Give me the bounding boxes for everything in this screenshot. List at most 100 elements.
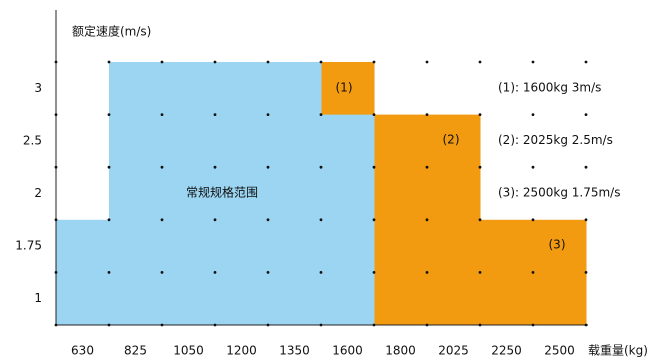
grid-dot (372, 113, 376, 116)
x-tick-label: 1350 (279, 344, 310, 358)
grid-dot (54, 271, 58, 274)
grid-dot (372, 218, 376, 222)
grid-dot (266, 113, 270, 116)
x-axis-label: 载重量(kg) (588, 344, 648, 358)
note: (2): 2025kg 2.5m/s (498, 133, 613, 147)
grid-dot (266, 165, 270, 169)
grid-dot (266, 323, 270, 327)
grid-dot (425, 323, 429, 327)
grid-dot (160, 60, 164, 64)
grid-dot (107, 271, 111, 274)
region-column (427, 114, 481, 325)
grid-dot (425, 218, 429, 222)
grid-dot (584, 218, 588, 222)
grid-dot (213, 165, 217, 169)
grid-dot (425, 165, 429, 169)
grid-dot (319, 323, 323, 327)
grid-dot (531, 165, 535, 169)
grid-dot (107, 165, 111, 169)
region-label: 常规规格范围 (186, 185, 258, 200)
grid-dot (160, 271, 164, 274)
grid-dot (531, 218, 535, 222)
grid-dot (372, 60, 376, 64)
grid-dot (54, 60, 58, 64)
grid-dot (107, 113, 111, 116)
region-marker: (3) (549, 238, 566, 252)
grid-dot (372, 165, 376, 169)
grid-dot (478, 323, 482, 327)
grid-dot (107, 323, 111, 327)
region-column (109, 62, 163, 325)
grid-dot (425, 113, 429, 116)
x-tick-label: 1800 (385, 344, 416, 358)
grid-dot (54, 323, 58, 327)
grid-dot (160, 218, 164, 222)
region-column (215, 62, 269, 325)
note: (1): 1600kg 3m/s (498, 81, 601, 95)
grid-dot (425, 271, 429, 274)
grid-dot (531, 113, 535, 116)
grid-dot (160, 113, 164, 116)
grid-dot (584, 113, 588, 116)
region-column (374, 114, 428, 325)
x-tick-label: 1600 (332, 344, 363, 358)
y-tick-label: 1.75 (15, 239, 42, 253)
region-column (268, 62, 322, 325)
y-tick-label: 2 (34, 186, 42, 200)
grid-dot (372, 323, 376, 327)
region-marker: (1) (336, 81, 353, 95)
x-tick-label: 2250 (491, 344, 522, 358)
grid-dot (266, 60, 270, 64)
y-tick-label: 2.5 (23, 133, 42, 147)
grid-dot (213, 218, 217, 222)
x-tick-label: 2025 (438, 344, 469, 358)
grid-dot (478, 113, 482, 116)
grid-dot (531, 271, 535, 274)
grid-dot (213, 60, 217, 64)
x-tick-label: 2500 (544, 344, 575, 358)
grid-dot (213, 113, 217, 116)
region-column (533, 219, 587, 325)
note: (3): 2500kg 1.75m/s (498, 186, 620, 200)
region-column (321, 114, 375, 325)
grid-dot (584, 165, 588, 169)
region-marker: (2) (443, 133, 460, 147)
grid-dot (319, 113, 323, 116)
grid-dot (478, 165, 482, 169)
grid-dot (584, 60, 588, 64)
grid-dot (54, 218, 58, 222)
grid-dot (478, 60, 482, 64)
grid-dot (266, 271, 270, 274)
grid-dot (54, 165, 58, 169)
grid-dot (478, 218, 482, 222)
region-column (56, 219, 110, 325)
y-axis-label: 额定速度(m/s) (72, 24, 151, 39)
x-tick-label: 1200 (226, 344, 257, 358)
grid-dot (160, 323, 164, 327)
grid-dot (584, 271, 588, 274)
grid-dot (213, 323, 217, 327)
x-tick-label: 1050 (173, 344, 204, 358)
grid-dot (107, 60, 111, 64)
grid-dot (584, 323, 588, 327)
grid-dot (160, 165, 164, 169)
y-tick-label: 3 (34, 81, 42, 95)
grid-dot (54, 113, 58, 116)
grid-dot (372, 271, 376, 274)
grid-dot (425, 60, 429, 64)
grid-dot (266, 218, 270, 222)
grid-dot (319, 271, 323, 274)
x-tick-label: 825 (124, 344, 147, 358)
grid-dot (319, 60, 323, 64)
grid-dot (531, 60, 535, 64)
region-column (162, 62, 216, 325)
region-column (480, 219, 534, 325)
grid-dot (531, 323, 535, 327)
grid-dot (213, 271, 217, 274)
grid-dot (319, 165, 323, 169)
grid-dot (319, 218, 323, 222)
x-tick-label: 630 (71, 344, 94, 358)
grid-dot (107, 218, 111, 222)
grid-dot (478, 271, 482, 274)
